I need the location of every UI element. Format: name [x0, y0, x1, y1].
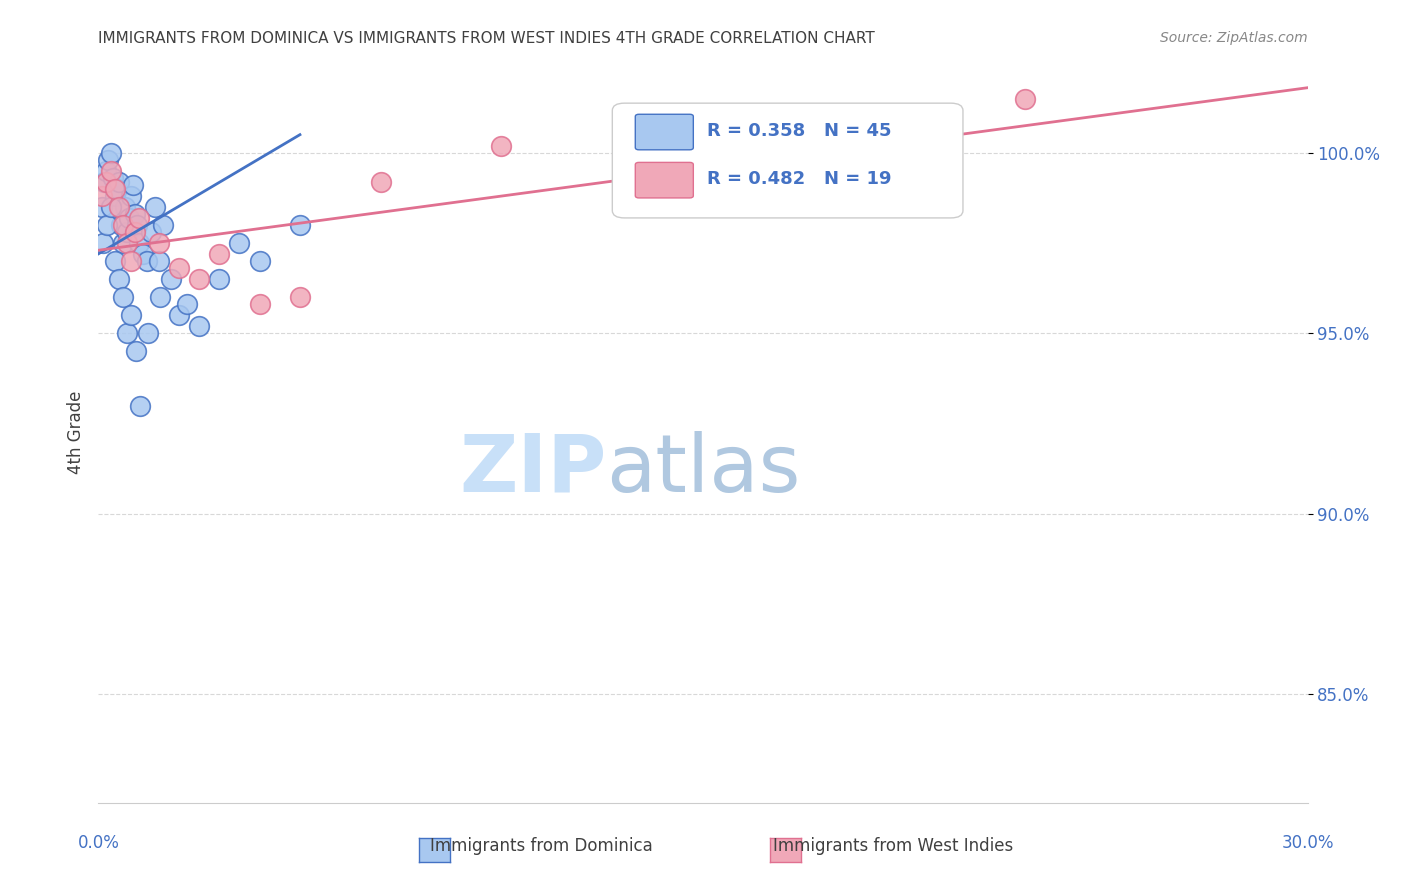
- Point: [121, 308, 143, 322]
- Point: [1014, 91, 1036, 105]
- Point: [115, 225, 138, 239]
- Point: [115, 235, 138, 250]
- Point: [100, 163, 122, 178]
- Point: [104, 254, 127, 268]
- Point: [136, 326, 159, 341]
- Point: [110, 218, 132, 232]
- Point: [91, 200, 114, 214]
- Point: [152, 218, 174, 232]
- Point: [125, 218, 148, 232]
- Point: [100, 145, 122, 160]
- Point: [288, 218, 311, 232]
- Point: [96, 163, 118, 178]
- Point: [120, 254, 142, 268]
- Text: R = 0.482   N = 19: R = 0.482 N = 19: [707, 170, 891, 188]
- Y-axis label: 4th Grade: 4th Grade: [66, 391, 84, 475]
- Point: [128, 399, 150, 413]
- Point: [208, 247, 231, 261]
- Point: [103, 182, 125, 196]
- Point: [107, 175, 129, 189]
- Text: R = 0.358   N = 45: R = 0.358 N = 45: [707, 122, 891, 140]
- Point: [188, 272, 211, 286]
- Point: [91, 235, 114, 250]
- FancyBboxPatch shape: [636, 162, 693, 198]
- Point: [288, 290, 311, 304]
- Point: [249, 297, 271, 311]
- Point: [96, 218, 118, 232]
- Point: [97, 153, 120, 167]
- Point: [96, 175, 118, 189]
- Point: [93, 175, 115, 189]
- Point: [139, 225, 162, 239]
- Text: 30.0%: 30.0%: [1281, 834, 1334, 852]
- Point: [128, 211, 150, 225]
- Point: [105, 182, 128, 196]
- Point: [128, 235, 150, 250]
- Point: [160, 272, 183, 286]
- Point: [124, 207, 146, 221]
- Point: [111, 218, 134, 232]
- Point: [124, 225, 146, 239]
- Point: [370, 175, 392, 189]
- Point: [91, 189, 114, 203]
- Point: [121, 178, 143, 193]
- Point: [249, 254, 271, 268]
- FancyBboxPatch shape: [636, 114, 693, 150]
- Point: [148, 235, 170, 250]
- Point: [107, 200, 129, 214]
- Point: [176, 297, 198, 311]
- Point: [491, 138, 513, 153]
- Text: atlas: atlas: [606, 431, 800, 508]
- Point: [124, 344, 146, 359]
- Point: [108, 272, 131, 286]
- Point: [100, 200, 122, 214]
- Point: [208, 272, 231, 286]
- Point: [117, 326, 139, 341]
- Point: [228, 235, 250, 250]
- Text: Immigrants from West Indies: Immigrants from West Indies: [773, 837, 1012, 855]
- Point: [118, 211, 141, 225]
- Point: [167, 308, 190, 322]
- Point: [143, 200, 166, 214]
- Point: [148, 254, 170, 268]
- Point: [111, 235, 134, 250]
- Point: [167, 261, 190, 276]
- Point: [103, 189, 125, 203]
- Point: [132, 247, 155, 261]
- FancyBboxPatch shape: [613, 103, 963, 218]
- Point: [120, 189, 142, 203]
- Text: 0.0%: 0.0%: [77, 834, 120, 852]
- Text: Immigrants from Dominica: Immigrants from Dominica: [430, 837, 652, 855]
- Point: [188, 319, 211, 334]
- Point: [135, 254, 157, 268]
- Text: IMMIGRANTS FROM DOMINICA VS IMMIGRANTS FROM WEST INDIES 4TH GRADE CORRELATION CH: IMMIGRANTS FROM DOMINICA VS IMMIGRANTS F…: [98, 31, 875, 46]
- Point: [101, 171, 124, 186]
- Point: [149, 290, 172, 304]
- Point: [112, 290, 135, 304]
- Text: ZIP: ZIP: [458, 431, 606, 508]
- Text: Source: ZipAtlas.com: Source: ZipAtlas.com: [1160, 31, 1308, 45]
- Point: [114, 200, 136, 214]
